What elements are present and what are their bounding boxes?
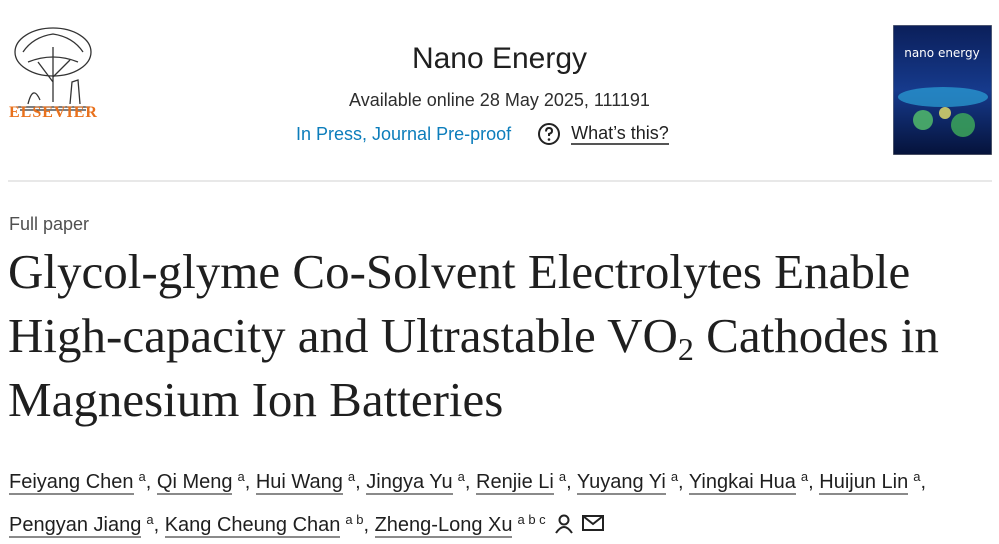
author-name[interactable]: Renjie Li: [476, 471, 554, 495]
cover-title: nano energy: [904, 46, 980, 60]
journal-cover[interactable]: nano energy: [893, 25, 992, 155]
status-link[interactable]: In Press, Journal Pre-proof: [296, 123, 512, 144]
author-name[interactable]: Kang Cheung Chan: [164, 514, 341, 538]
separator: ,: [244, 471, 251, 493]
title-subscript: 2: [677, 331, 694, 367]
author-name[interactable]: Feiyang Chen: [9, 471, 134, 495]
affiliation: a: [457, 469, 465, 484]
author: Zheng-Long Xu a b c: [374, 512, 604, 538]
separator: ,: [363, 514, 370, 536]
author: Huijun Lin a,: [819, 469, 927, 495]
affiliation: a: [913, 469, 921, 484]
author: Yingkai Hua a,: [688, 469, 814, 495]
author: Pengyan Jiang a,: [9, 512, 160, 538]
email-icon[interactable]: [581, 514, 604, 532]
author: Kang Cheung Chan a b,: [164, 512, 370, 538]
separator: ,: [464, 471, 471, 493]
divider: [8, 180, 992, 182]
article-type: Full paper: [9, 214, 90, 234]
affiliation: a: [146, 512, 154, 527]
author: Jingya Yu a,: [366, 469, 471, 495]
status-row: In Press, Journal Pre-proof What’s this?: [296, 122, 669, 146]
separator: ,: [355, 471, 361, 493]
affiliation: a: [347, 469, 356, 484]
affiliation: a: [800, 469, 809, 484]
separator: ,: [920, 471, 927, 493]
author-name[interactable]: Jingya Yu: [366, 471, 453, 495]
title-text: Cathodes in Magnesium Ion Batteries: [8, 308, 939, 427]
author-icons: [554, 514, 604, 534]
help-link[interactable]: What’s this?: [571, 123, 669, 145]
affiliation: a: [558, 469, 567, 484]
affiliation: a b c: [517, 512, 546, 527]
author: Hui Wang a,: [255, 469, 361, 495]
separator: ,: [145, 471, 152, 493]
availability: Available online 28 May 2025, 111191: [349, 90, 650, 110]
author-name[interactable]: Yuyang Yi: [576, 471, 666, 495]
author: Renjie Li a,: [476, 469, 572, 495]
publisher-logo[interactable]: [8, 22, 98, 122]
author: Feiyang Chen a,: [9, 469, 152, 495]
help[interactable]: What’s this?: [537, 122, 669, 146]
author-name[interactable]: Qi Meng: [156, 471, 233, 495]
author-name[interactable]: Huijun Lin: [819, 471, 909, 495]
author-name[interactable]: Zheng-Long Xu: [374, 514, 513, 538]
author: Qi Meng a,: [156, 469, 251, 495]
person-icon[interactable]: [554, 514, 574, 534]
title-text: Glycol-glyme Co-Solvent Electrolytes Ena…: [8, 244, 911, 363]
author-list: Feiyang Chen a, Qi Meng a, Hui Wang a, Jing…: [9, 458, 939, 544]
article-title: Glycol-glyme Co-Solvent Electrolytes Ena…: [8, 240, 993, 432]
affiliation: a: [670, 469, 679, 484]
journal-name[interactable]: Nano Energy: [411, 42, 588, 75]
author-name[interactable]: Pengyan Jiang: [9, 514, 142, 538]
affiliation: a: [237, 469, 245, 484]
publisher-name: ELSEVIER: [9, 104, 98, 121]
affiliation: a: [138, 469, 146, 484]
separator: ,: [808, 471, 814, 493]
help-icon: [538, 123, 561, 145]
separator: ,: [566, 471, 572, 493]
separator: ,: [678, 471, 684, 493]
author-name[interactable]: Hui Wang: [255, 471, 343, 495]
author-name[interactable]: Yingkai Hua: [688, 471, 796, 495]
separator: ,: [153, 514, 160, 536]
author: Yuyang Yi a,: [576, 469, 684, 495]
affiliation: a b: [345, 512, 364, 527]
